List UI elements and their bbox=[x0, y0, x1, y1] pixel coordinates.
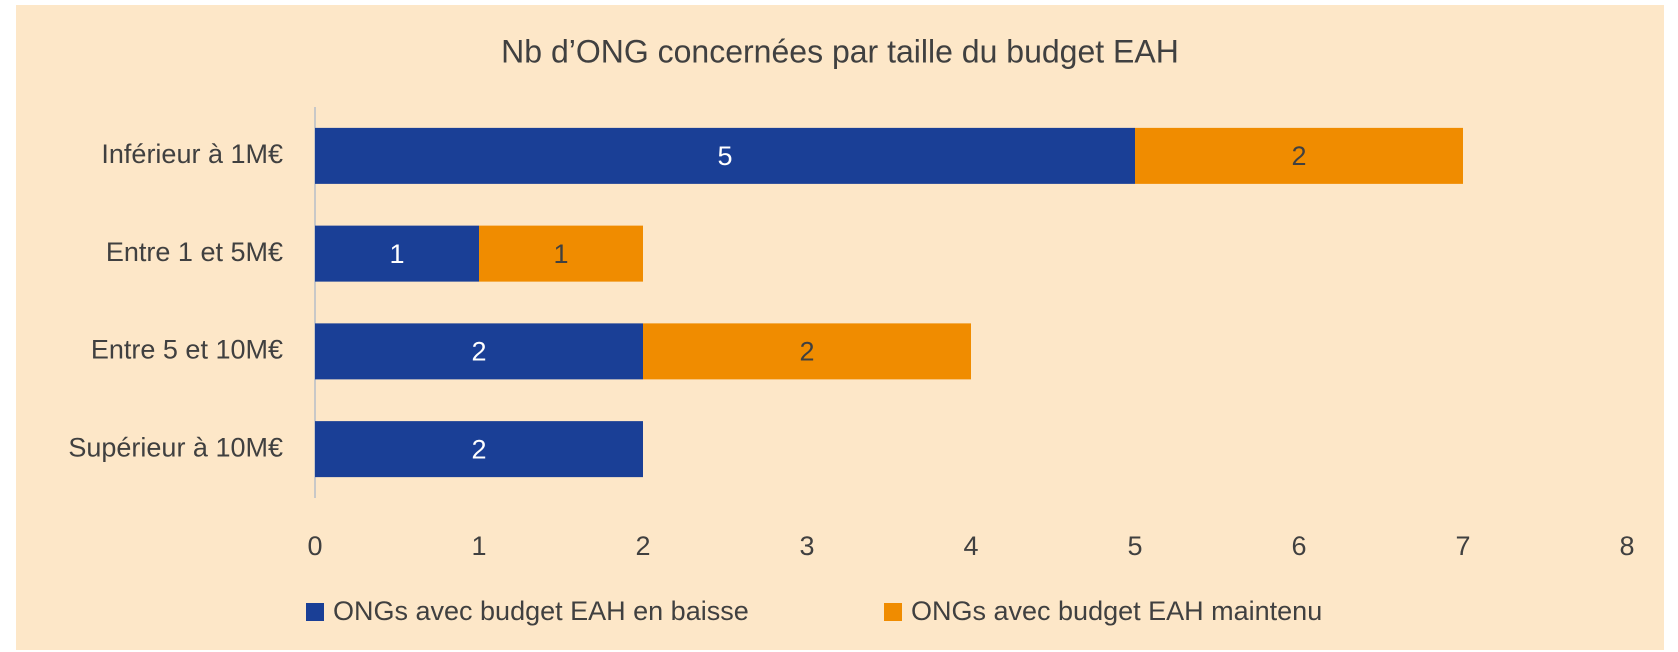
x-tick-label: 4 bbox=[963, 531, 978, 561]
bar bbox=[315, 421, 643, 478]
legend-label: ONGs avec budget EAH en baisse bbox=[333, 596, 749, 626]
legend-swatch bbox=[306, 603, 324, 621]
x-tick-label: 2 bbox=[635, 531, 650, 561]
x-tick-label: 5 bbox=[1127, 531, 1142, 561]
y-tick-label: Supérieur à 10M€ bbox=[68, 432, 283, 462]
y-tick-label: Entre 1 et 5M€ bbox=[106, 237, 283, 267]
x-tick-label: 8 bbox=[1619, 531, 1634, 561]
x-tick-label: 3 bbox=[799, 531, 814, 561]
data-label: 2 bbox=[799, 337, 814, 367]
chart-title: Nb d’ONG concernées par taille du budget… bbox=[501, 33, 1179, 69]
bar bbox=[315, 323, 643, 380]
legend-label: ONGs avec budget EAH maintenu bbox=[911, 596, 1322, 626]
x-tick-label: 7 bbox=[1455, 531, 1470, 561]
data-label: 2 bbox=[471, 434, 486, 464]
x-tick-label: 6 bbox=[1291, 531, 1306, 561]
data-label: 2 bbox=[471, 337, 486, 367]
bar bbox=[479, 225, 643, 282]
x-tick-label: 0 bbox=[307, 531, 322, 561]
data-label: 1 bbox=[389, 239, 404, 269]
data-label: 5 bbox=[717, 141, 732, 171]
bar bbox=[643, 323, 971, 380]
bar bbox=[315, 225, 479, 282]
bar bbox=[315, 127, 1135, 184]
y-tick-label: Inférieur à 1M€ bbox=[101, 139, 283, 169]
y-tick-label: Entre 5 et 10M€ bbox=[91, 335, 283, 365]
x-tick-label: 1 bbox=[471, 531, 486, 561]
legend-swatch bbox=[884, 603, 902, 621]
data-label: 2 bbox=[1291, 141, 1306, 171]
bar bbox=[1135, 127, 1463, 184]
data-label: 1 bbox=[553, 239, 568, 269]
